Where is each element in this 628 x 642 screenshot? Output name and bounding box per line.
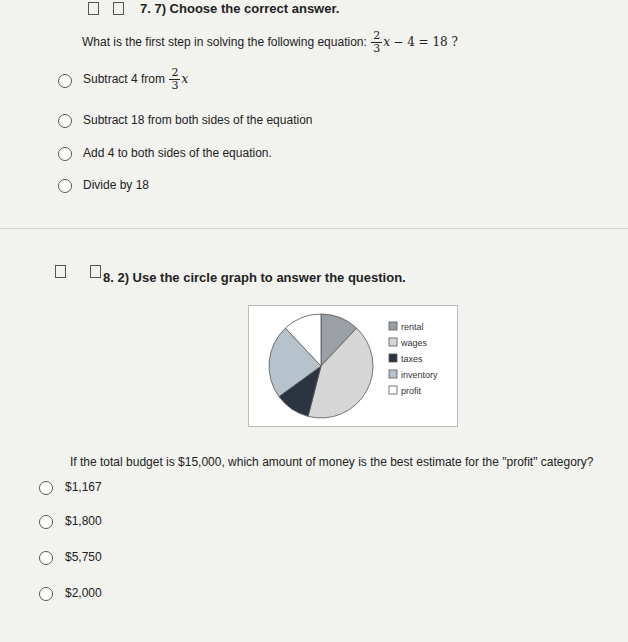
radio-button[interactable] (39, 515, 53, 529)
option-text: Add 4 to both sides of the equation. (83, 146, 272, 160)
flag-icon[interactable] (90, 265, 101, 278)
legend-label: taxes (401, 354, 423, 364)
variable: x (181, 72, 188, 86)
prompt: If the total budget is $15,000, which am… (70, 455, 593, 469)
legend-label: profit (401, 386, 422, 396)
question-header: 8. 2) Use the circle graph to answer the… (103, 270, 406, 285)
legend-label: inventory (401, 370, 438, 380)
option-text: $2,000 (65, 586, 102, 600)
option: Divide by 18 (83, 178, 149, 192)
radio-button[interactable] (39, 551, 53, 565)
question-header: 7. 7) Choose the correct answer. (140, 1, 339, 16)
numerator: 2 (169, 67, 180, 80)
option-text: $1,167 (65, 480, 102, 494)
radio-button[interactable] (58, 179, 72, 193)
option: Subtract 4 from 23x (83, 67, 188, 92)
equation-rest: − 4 = 18 ? (393, 35, 458, 49)
radio-button[interactable] (39, 587, 53, 601)
bookmark-icon[interactable] (88, 2, 99, 15)
option-text: Divide by 18 (83, 178, 149, 192)
variable: x (383, 35, 390, 49)
radio-button[interactable] (39, 481, 53, 495)
option: Subtract 18 from both sides of the equat… (83, 113, 312, 127)
option-text: $5,750 (65, 550, 102, 564)
prompt-text: What is the first step in solving the fo… (82, 35, 367, 49)
prompt: What is the first step in solving the fo… (82, 30, 458, 55)
legend-swatch (389, 386, 397, 394)
option-text: Subtract 18 from both sides of the equat… (83, 113, 312, 127)
flag-icon[interactable] (113, 2, 124, 15)
bookmark-icon[interactable] (55, 265, 66, 278)
legend-swatch (389, 354, 397, 362)
legend-swatch (389, 322, 397, 330)
option-text: $1,800 (65, 514, 102, 528)
legend-label: wages (400, 338, 428, 348)
legend-swatch (389, 370, 397, 378)
denominator: 3 (169, 80, 180, 92)
radio-button[interactable] (58, 114, 72, 128)
legend-label: rental (401, 322, 424, 332)
option: Add 4 to both sides of the equation. (83, 146, 272, 160)
fraction: 23 (371, 30, 382, 55)
option-text: Subtract 4 from (83, 72, 165, 86)
denominator: 3 (371, 43, 382, 55)
pie-chart: rental wages taxes inventory profit (249, 306, 457, 426)
fraction: 23 (169, 67, 180, 92)
legend-swatch (389, 338, 397, 346)
numerator: 2 (371, 30, 382, 43)
pie-slice (285, 314, 321, 366)
divider (0, 228, 628, 229)
radio-button[interactable] (58, 74, 72, 88)
radio-button[interactable] (58, 147, 72, 161)
